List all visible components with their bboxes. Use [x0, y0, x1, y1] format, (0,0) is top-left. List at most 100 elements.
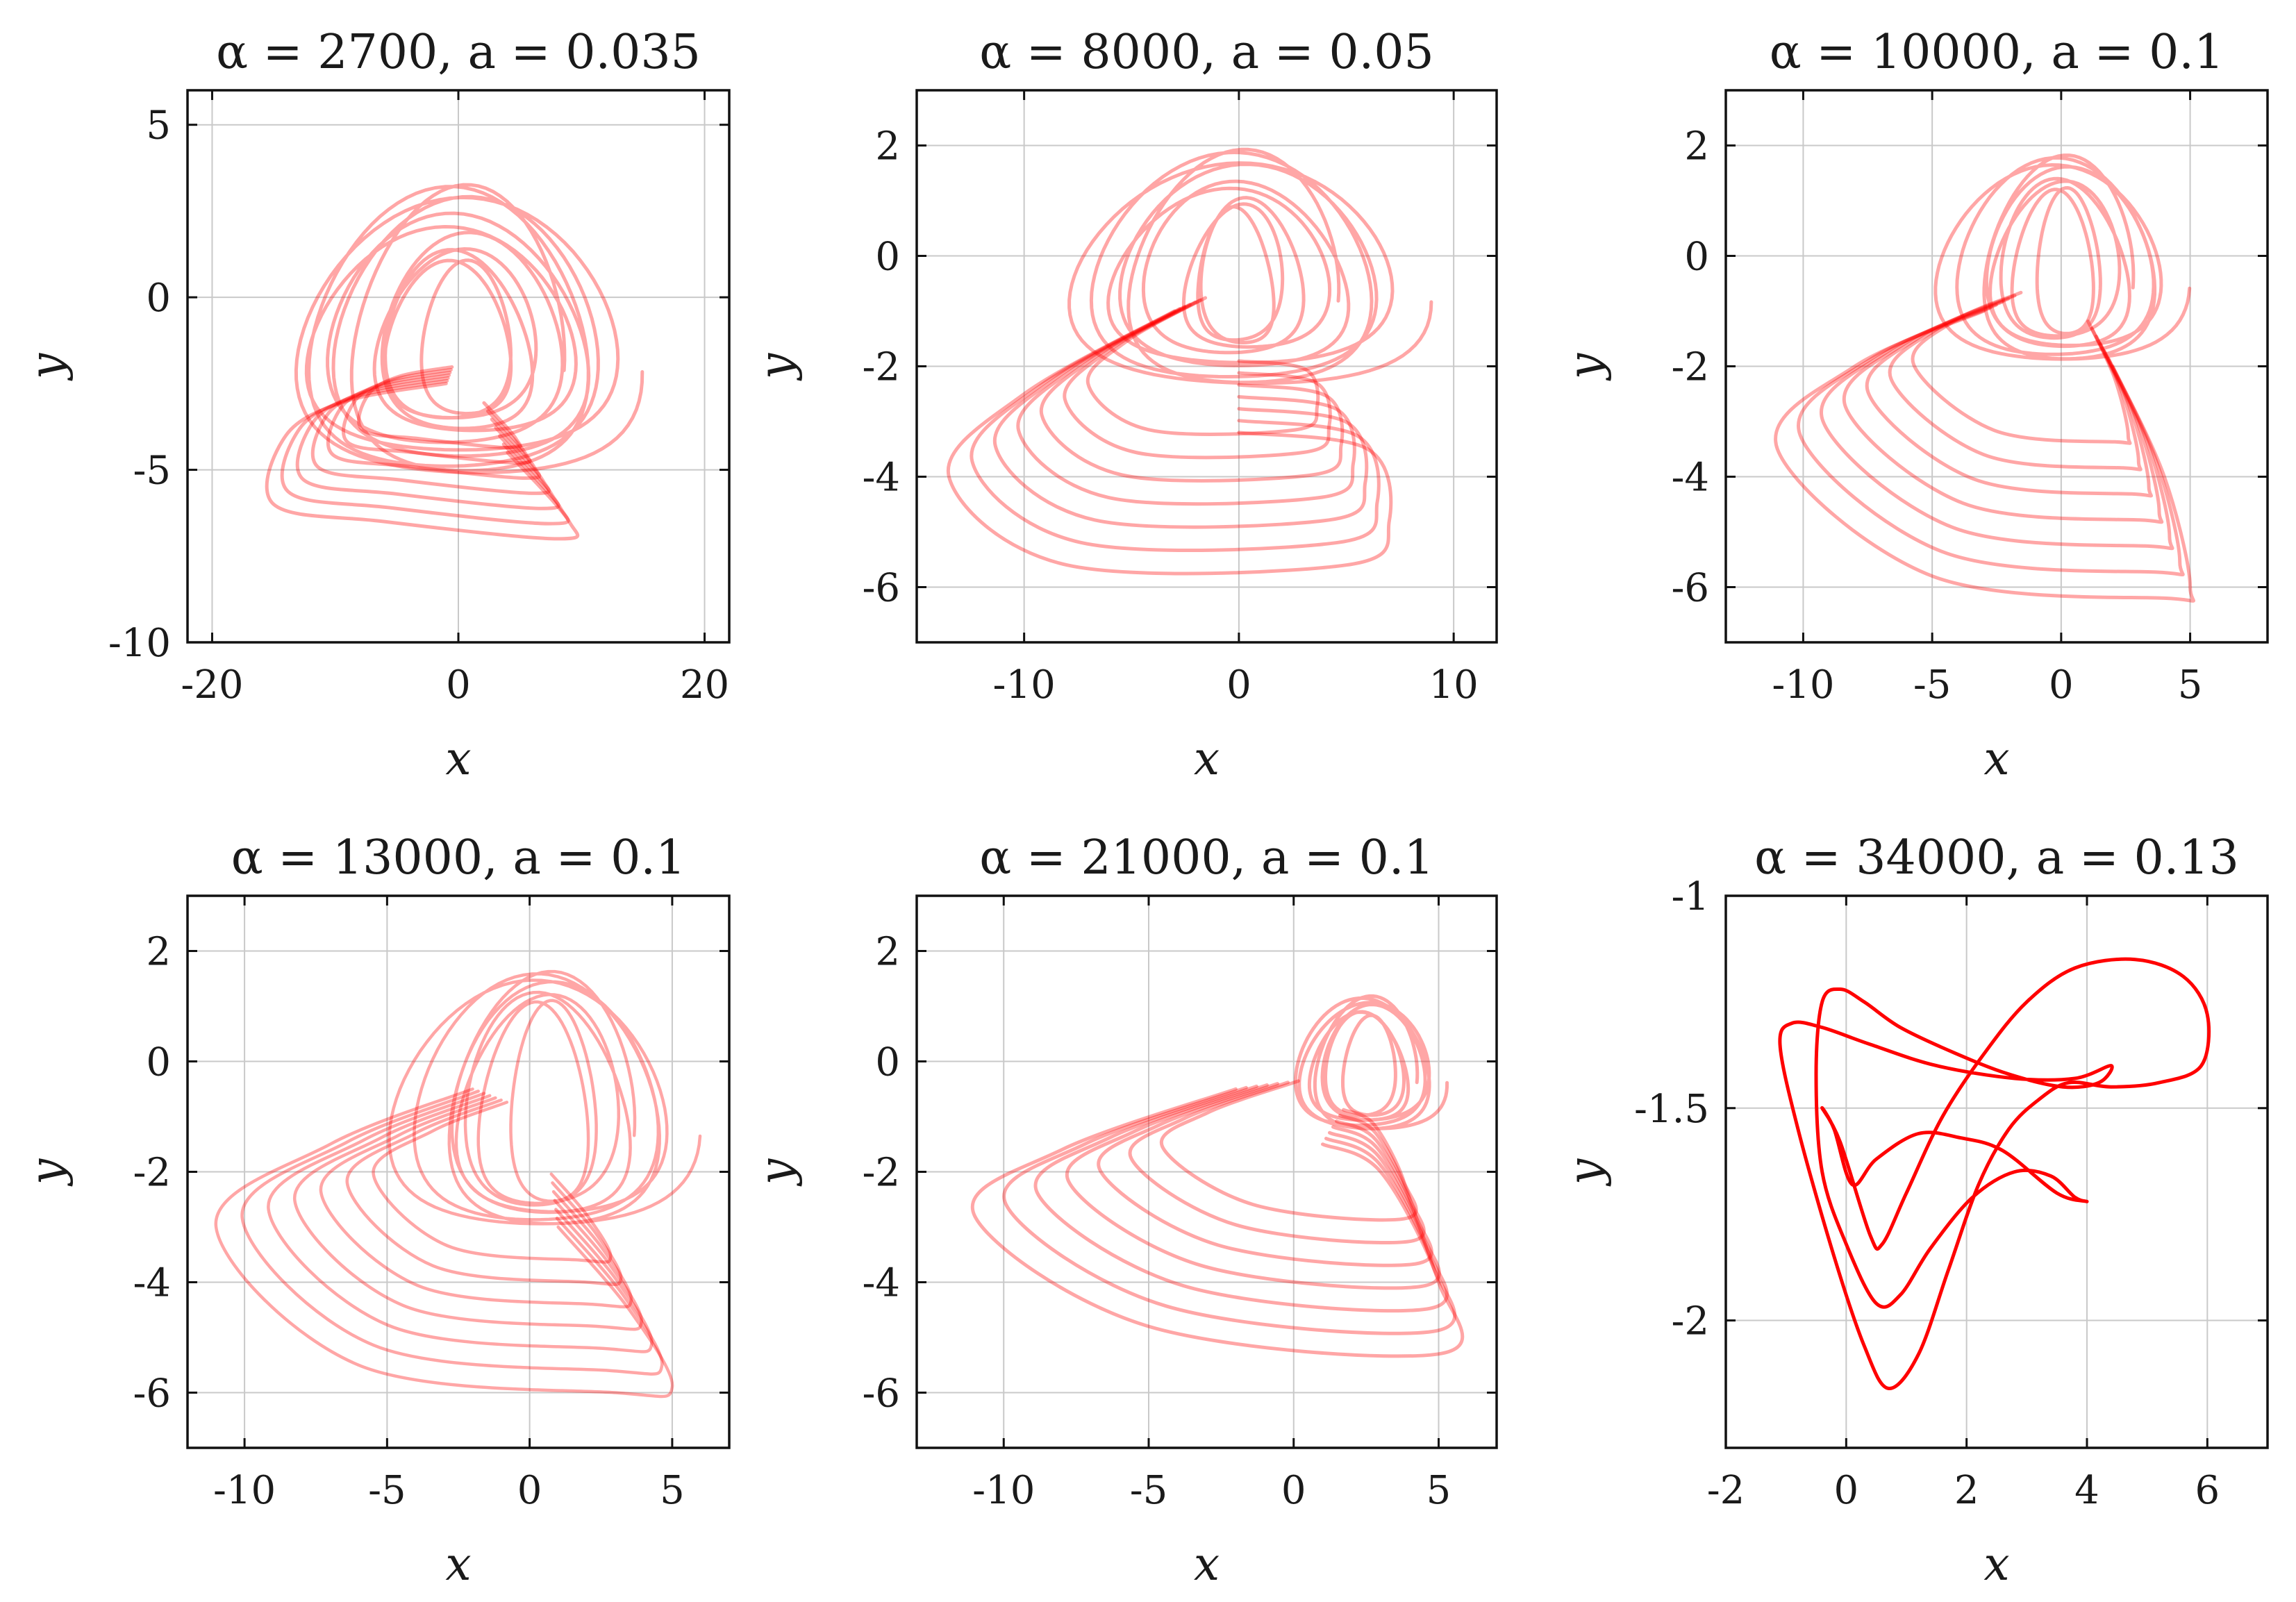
- y-tick-label: 0: [1684, 235, 1709, 280]
- trajectory-excursion: [372, 1101, 613, 1264]
- subplot-1: -20 0 20 -10 -5 0 5 x y α = 2700, a = 0.035: [20, 25, 731, 785]
- x-tick-label: -10: [993, 662, 1056, 708]
- trajectory-excursion: [1797, 306, 2185, 577]
- y-tick-label: -6: [1671, 566, 1709, 611]
- x-axis-label: x: [445, 732, 471, 785]
- trajectory-excursion: [240, 1090, 664, 1376]
- y-tick-label: 5: [146, 103, 171, 149]
- trajectory-excursion: [1065, 1083, 1441, 1290]
- trajectory-excursion: [326, 370, 542, 480]
- x-tick-label: 0: [446, 662, 471, 708]
- data-series: [970, 994, 1465, 1358]
- subplot-title: α = 13000, a = 0.1: [231, 831, 686, 885]
- trajectory-excursion: [1097, 1082, 1433, 1267]
- y-tick-label: -6: [862, 566, 900, 611]
- y-tick-label: 2: [1684, 124, 1709, 169]
- x-tick-label: -5: [1130, 1468, 1168, 1513]
- x-tick-label: -5: [368, 1468, 406, 1513]
- data-series: [1778, 957, 2211, 1390]
- y-tick-label: -4: [862, 1261, 900, 1306]
- y-tick-label: -2: [862, 1151, 900, 1196]
- axes-frame: [1724, 894, 2269, 1449]
- x-axis-label: x: [1983, 732, 2009, 785]
- x-tick-label: -10: [1772, 662, 1834, 708]
- trajectory-excursion: [310, 373, 551, 495]
- trajectory-excursion: [1911, 290, 2132, 445]
- trajectory-spiral: [1293, 994, 1449, 1130]
- y-tick-label: -4: [133, 1261, 171, 1306]
- subplot-title: α = 10000, a = 0.1: [1770, 25, 2224, 80]
- trajectory-spiral: [1067, 147, 1433, 385]
- x-tick-label: 0: [2049, 662, 2074, 708]
- trajectory-excursion: [1063, 298, 1332, 460]
- subplot-4: -10 -5 0 5 -6 -4 -2 0 2 x y α = 13000, a = 0.1: [20, 831, 731, 1591]
- x-tick-label: 20: [680, 662, 729, 708]
- data-series: [214, 969, 702, 1399]
- subplot-2: -10 0 10 -6 -4 -2 0 2 x y α = 8000, a = 0.05: [749, 25, 1498, 785]
- y-tick-label: -1: [1671, 874, 1709, 919]
- trajectory-excursion: [342, 368, 532, 465]
- trajectory-excursion: [267, 1092, 654, 1353]
- data-series: [1774, 153, 2195, 603]
- y-tick-label: 0: [875, 1040, 900, 1085]
- x-tick-label: 0: [1834, 1468, 1859, 1513]
- y-tick-label: 2: [875, 124, 900, 169]
- trajectory-excursion: [1842, 300, 2164, 524]
- trajectory-excursion: [295, 376, 560, 510]
- trajectory-spiral: [1933, 153, 2192, 361]
- trajectory-excursion: [1820, 303, 2174, 551]
- x-tick-label: 0: [1226, 662, 1251, 708]
- y-tick-label: -1.5: [1634, 1087, 1709, 1132]
- subplot-title: α = 34000, a = 0.13: [1754, 831, 2239, 885]
- y-tick-label: 2: [146, 930, 171, 975]
- subplot-5: -10 -5 0 5 -6 -4 -2 0 2 x y α = 21000, a = 0.1: [749, 831, 1498, 1591]
- y-tick-label: 0: [146, 1040, 171, 1085]
- x-axis-label: x: [1194, 732, 1220, 785]
- y-tick-label: -2: [133, 1151, 171, 1196]
- y-axis-label: y: [749, 1158, 803, 1187]
- x-tick-label: 0: [1281, 1468, 1306, 1513]
- y-tick-label: 0: [875, 235, 900, 280]
- y-tick-label: -5: [133, 449, 171, 494]
- x-tick-label: -10: [213, 1468, 276, 1513]
- y-tick-label: -6: [133, 1371, 171, 1417]
- trajectory-excursion: [992, 305, 1369, 529]
- x-tick-label: 5: [2178, 662, 2203, 708]
- x-tick-label: 5: [1426, 1468, 1451, 1513]
- x-axis-label: x: [1983, 1537, 2009, 1591]
- trajectory-excursion: [1002, 1085, 1457, 1335]
- subplot-3: -10 -5 0 5 -6 -4 -2 0 2 x y α = 10000, a = 0.1: [1558, 25, 2269, 785]
- subplot-title: α = 21000, a = 0.1: [979, 831, 1434, 885]
- y-tick-label: 0: [146, 276, 171, 321]
- trajectory-excursion: [1865, 297, 2153, 498]
- x-axis-label: x: [445, 1537, 471, 1591]
- trajectory-excursion: [293, 1094, 643, 1331]
- trajectory-excursion: [345, 1098, 623, 1287]
- y-tick-label: -10: [108, 621, 171, 666]
- x-tick-label: -5: [1913, 662, 1952, 708]
- trajectory-excursion: [214, 1087, 674, 1399]
- trajectory-excursion: [1016, 303, 1356, 506]
- x-tick-label: 6: [2195, 1468, 2220, 1513]
- x-axis-label: x: [1194, 1537, 1220, 1591]
- y-axis-label: y: [20, 353, 74, 381]
- trajectory-excursion: [970, 307, 1381, 553]
- y-tick-label: -2: [1671, 1299, 1709, 1344]
- x-tick-label: 5: [660, 1468, 685, 1513]
- data-series: [946, 147, 1433, 576]
- subplot-title: α = 2700, a = 0.035: [216, 25, 701, 80]
- trajectory-excursion: [1888, 294, 2143, 472]
- trajectory-excursion: [1039, 300, 1345, 483]
- trajectory-excursion: [1085, 296, 1320, 436]
- trajectory-excursion: [1774, 309, 2195, 603]
- y-axis-label: y: [749, 353, 803, 381]
- x-tick-label: 10: [1429, 662, 1479, 708]
- trajectory-excursion: [265, 381, 580, 541]
- y-tick-label: -4: [1671, 456, 1709, 501]
- trajectory-excursion: [280, 378, 570, 526]
- trajectory-excursion: [946, 309, 1393, 576]
- x-tick-label: -10: [972, 1468, 1035, 1513]
- y-tick-label: -4: [862, 456, 900, 501]
- trajectory-excursion: [1128, 1080, 1426, 1245]
